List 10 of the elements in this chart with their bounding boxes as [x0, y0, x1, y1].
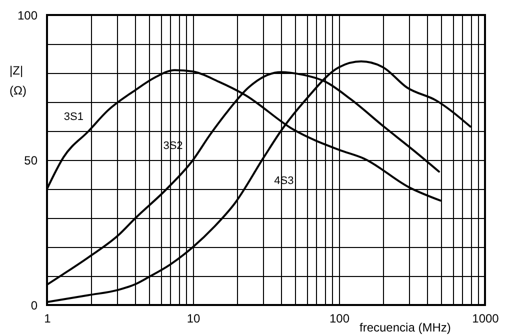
- y-tick-label: 100: [17, 8, 38, 22]
- x-tick-label: 100: [329, 312, 350, 326]
- y-axis-title: |Z| (Ω): [10, 64, 26, 98]
- series-label: 3S1: [64, 111, 84, 123]
- x-tick-label: 10: [186, 312, 200, 326]
- y-tick-label: 0: [30, 298, 38, 312]
- x-axis-title: frecuencia (MHz): [360, 320, 451, 334]
- x-tick-label: 1000: [472, 312, 500, 326]
- y-tick-label: 50: [24, 154, 38, 168]
- x-tick-label: 1: [44, 312, 52, 326]
